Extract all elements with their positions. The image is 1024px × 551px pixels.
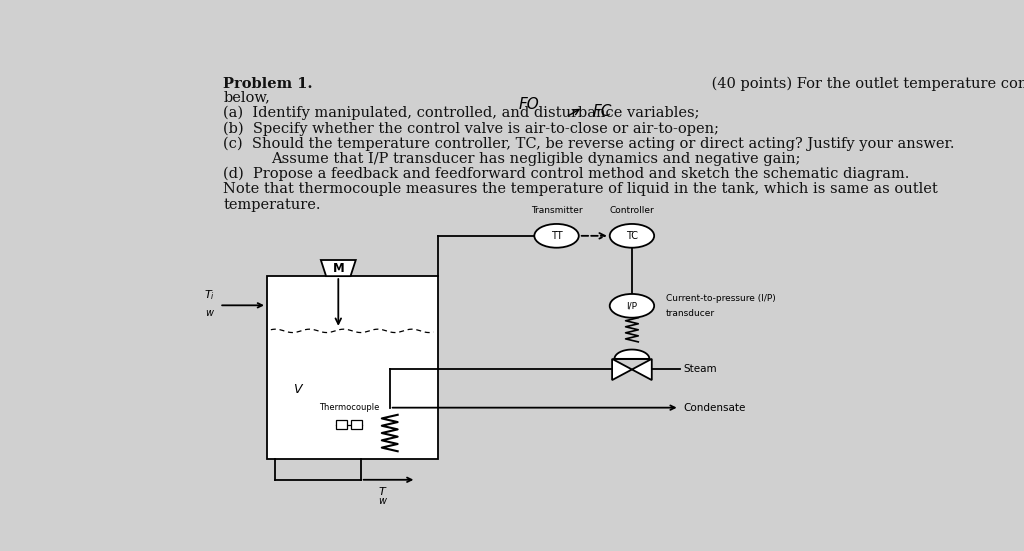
Text: (40 points) For the outlet temperature control system of steam-heated stirred ta: (40 points) For the outlet temperature c… (707, 77, 1024, 91)
Text: Thermocouple: Thermocouple (318, 403, 379, 412)
Text: below,: below, (223, 91, 270, 105)
Polygon shape (614, 349, 649, 359)
Text: FC: FC (592, 104, 611, 119)
Circle shape (609, 224, 654, 248)
Text: Controller: Controller (609, 206, 654, 214)
Text: $w$: $w$ (378, 496, 388, 506)
Polygon shape (321, 260, 355, 276)
Text: (d)  Propose a feedback and feedforward control method and sketch the schematic : (d) Propose a feedback and feedforward c… (223, 167, 909, 181)
Bar (351, 420, 361, 429)
Text: V: V (293, 383, 302, 396)
Polygon shape (612, 359, 632, 380)
Text: Current-to-pressure (I/P): Current-to-pressure (I/P) (666, 294, 776, 302)
Text: Steam: Steam (684, 364, 717, 375)
Text: transducer: transducer (666, 309, 715, 318)
Text: (a)  Identify manipulated, controlled, and disturbance variables;: (a) Identify manipulated, controlled, an… (223, 106, 699, 120)
Text: $T_i$: $T_i$ (205, 288, 215, 301)
Bar (336, 420, 347, 429)
Text: temperature.: temperature. (223, 198, 321, 212)
Text: FO: FO (518, 97, 540, 112)
Text: TC: TC (626, 231, 638, 241)
Text: Assume that I/P transducer has negligible dynamics and negative gain;: Assume that I/P transducer has negligibl… (270, 152, 801, 166)
Text: Note that thermocouple measures the temperature of liquid in the tank, which is : Note that thermocouple measures the temp… (223, 182, 938, 196)
Bar (267, 276, 437, 458)
Text: (c)  Should the temperature controller, TC, be reverse acting or direct acting? : (c) Should the temperature controller, T… (223, 137, 954, 151)
Text: Problem 1.: Problem 1. (223, 77, 312, 91)
Circle shape (535, 224, 579, 248)
Text: Condensate: Condensate (684, 403, 745, 413)
Polygon shape (632, 359, 652, 380)
Text: M: M (333, 262, 344, 274)
Text: $T$: $T$ (378, 485, 388, 497)
Circle shape (609, 294, 654, 318)
Text: I/P: I/P (627, 301, 637, 310)
Text: (b)  Specify whether the control valve is air-to-close or air-to-open;: (b) Specify whether the control valve is… (223, 121, 719, 136)
Text: TT: TT (551, 231, 562, 241)
Text: $w$: $w$ (205, 308, 215, 318)
Text: Transmitter: Transmitter (530, 206, 583, 214)
